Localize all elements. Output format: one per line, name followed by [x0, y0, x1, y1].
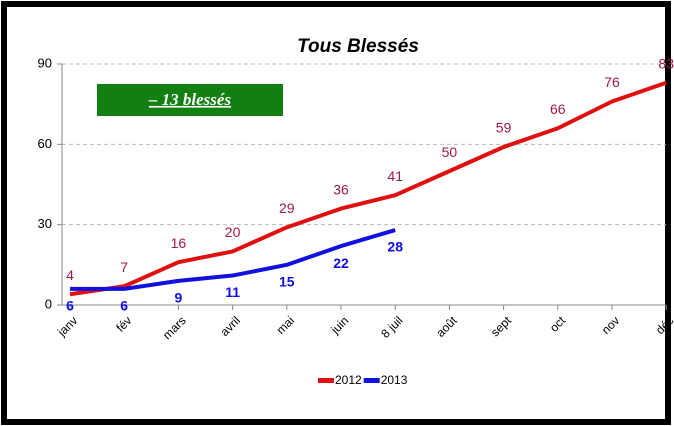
y-tick-label: 30	[38, 216, 52, 231]
legend-swatch	[363, 378, 380, 383]
annotation: – 13 blessés	[148, 90, 232, 109]
data-label: 22	[333, 255, 349, 271]
data-label: 20	[225, 224, 241, 240]
legend-label: 2013	[381, 373, 408, 387]
data-label: 83	[658, 55, 674, 71]
data-label: 59	[496, 120, 512, 136]
legend-label: 2012	[335, 373, 362, 387]
data-label: 29	[279, 200, 295, 216]
data-label: 4	[66, 267, 74, 283]
data-label: 16	[171, 235, 187, 251]
data-label: 15	[279, 274, 295, 290]
data-label: 50	[442, 144, 458, 160]
y-tick-label: 90	[38, 55, 52, 70]
y-tick-label: 0	[45, 296, 52, 311]
data-label: 6	[66, 298, 74, 314]
data-label: 9	[175, 290, 183, 306]
data-label: 36	[333, 181, 349, 197]
series-line	[70, 228, 396, 291]
data-label: 28	[387, 239, 403, 255]
annotation-box	[97, 84, 283, 116]
data-label: 76	[604, 74, 620, 90]
chart-title: Tous Blessés	[297, 36, 419, 57]
data-label: 11	[225, 284, 240, 300]
series-line	[69, 80, 667, 297]
data-label: 6	[120, 298, 128, 314]
data-label: 7	[120, 259, 128, 275]
data-label: 41	[387, 168, 403, 184]
data-label: 66	[550, 101, 566, 117]
legend-swatch	[318, 378, 334, 383]
y-tick-label: 60	[38, 136, 52, 151]
